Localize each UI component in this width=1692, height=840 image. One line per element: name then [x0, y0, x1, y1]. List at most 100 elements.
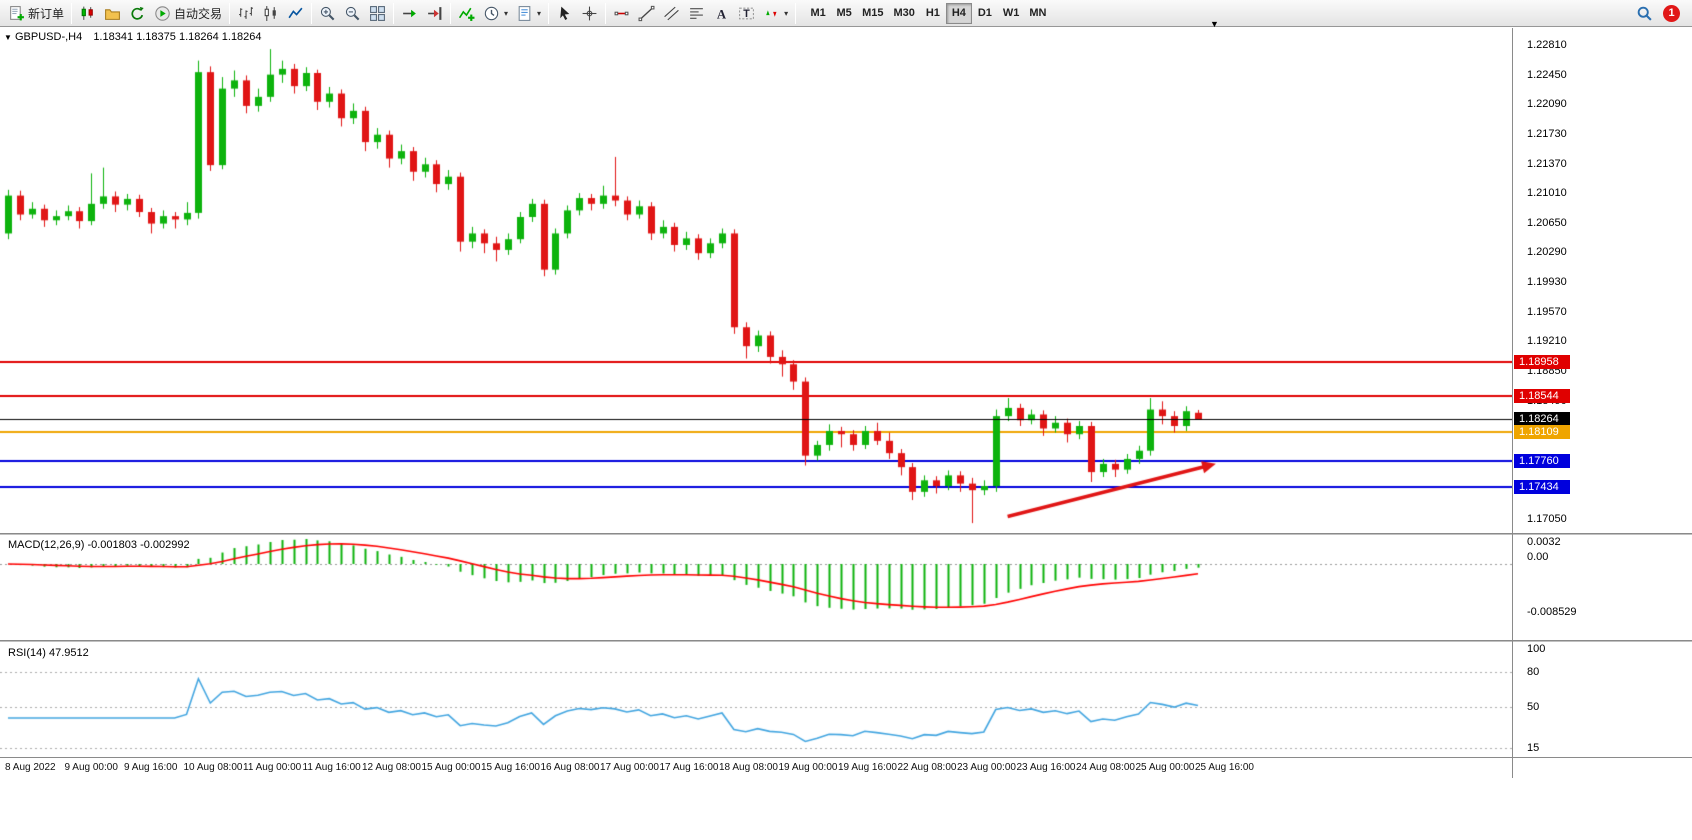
time-label: 15 Aug 00:00 — [421, 762, 481, 773]
time-label: 23 Aug 00:00 — [957, 762, 1016, 773]
new-order-icon — [8, 5, 25, 22]
macd-label: MACD(12,26,9) -0.001803 -0.002992 — [8, 539, 190, 551]
horizontal-line-button[interactable] — [609, 2, 634, 25]
cursor-icon — [556, 5, 573, 22]
time-axis-separator — [0, 757, 1692, 758]
time-label: 11 Aug 16:00 — [302, 762, 361, 773]
price-tick: 1.22450 — [1527, 69, 1567, 81]
crosshair-button[interactable] — [577, 2, 602, 25]
price-tick: 1.19210 — [1527, 335, 1567, 347]
pane-separator-macd[interactable] — [0, 533, 1692, 535]
timeframe-m30-button[interactable]: M30 — [888, 3, 919, 24]
time-label: 19 Aug 16:00 — [838, 762, 897, 773]
charts-icon — [79, 5, 96, 22]
refresh-button[interactable] — [125, 2, 150, 25]
svg-text:T: T — [743, 8, 750, 20]
text-button[interactable]: A — [709, 2, 734, 25]
price-tick: 1.19570 — [1527, 306, 1567, 318]
shift-icon — [426, 5, 443, 22]
price-tick: 1.20290 — [1527, 246, 1567, 258]
channel-button[interactable] — [659, 2, 684, 25]
time-label: 17 Aug 16:00 — [659, 762, 719, 773]
indicators-button[interactable] — [454, 2, 479, 25]
time-label: 23 Aug 16:00 — [1016, 762, 1076, 773]
price-axis-separator — [1512, 28, 1513, 778]
one-click-trading-arrow[interactable]: ▼ — [4, 33, 12, 42]
cursor-button[interactable] — [552, 2, 577, 25]
price-chart-canvas[interactable] — [0, 28, 1512, 533]
chart-shift-button[interactable] — [422, 2, 447, 25]
new-order-button[interactable]: 新订单 — [4, 2, 68, 25]
rsi-tick: 80 — [1527, 666, 1540, 678]
time-label: 12 Aug 08:00 — [362, 762, 421, 773]
search-button[interactable] — [1632, 2, 1657, 25]
timeframe-d1-button[interactable]: D1 — [972, 3, 998, 24]
chart-shift-marker[interactable]: ▼ — [1210, 19, 1219, 29]
time-label: 16 Aug 08:00 — [540, 762, 600, 773]
fibonacci-button[interactable] — [684, 2, 709, 25]
timeframe-mn-button[interactable]: MN — [1024, 3, 1051, 24]
time-axis[interactable]: 8 Aug 2022 9 Aug 00:00 9 Aug 16:00 10 Aug 0… — [0, 758, 1692, 778]
label-icon: T — [738, 5, 755, 22]
channel-icon — [663, 5, 680, 22]
periods-button[interactable]: ▾ — [479, 2, 512, 25]
toolbar-separator — [795, 2, 797, 24]
line-chart-button[interactable] — [283, 2, 308, 25]
time-label: 9 Aug 00:00 — [64, 762, 118, 773]
price-tick: 1.17050 — [1527, 513, 1567, 525]
pane-separator-rsi[interactable] — [0, 640, 1692, 642]
timeframe-m5-button[interactable]: M5 — [831, 3, 857, 24]
time-label: 17 Aug 00:00 — [600, 762, 659, 773]
timeframe-h1-button[interactable]: H1 — [920, 3, 946, 24]
rsi-tick: 50 — [1527, 701, 1540, 713]
search-icon — [1636, 5, 1653, 22]
timeframe-m1-button[interactable]: M1 — [805, 3, 831, 24]
timeframe-m15-button[interactable]: M15 — [857, 3, 888, 24]
time-label: 22 Aug 08:00 — [897, 762, 957, 773]
toolbar-separator — [450, 2, 452, 24]
timeframe-w1-button[interactable]: W1 — [998, 3, 1025, 24]
toolbar-buttons: 新订单 自动交易 ▾ ▾ A T ▾ — [4, 2, 799, 25]
candle-chart-button[interactable] — [258, 2, 283, 25]
time-label: 25 Aug 00:00 — [1135, 762, 1195, 773]
timeframe-h4-button[interactable]: H4 — [945, 2, 972, 24]
clock-icon — [483, 5, 500, 22]
crosshair-icon — [581, 5, 598, 22]
symbol-period-label: GBPUSD-,H4 — [15, 31, 83, 43]
zoom-in-button[interactable] — [315, 2, 340, 25]
zoom-out-button[interactable] — [340, 2, 365, 25]
price-axis[interactable]: 1.22810 1.22450 1.22090 1.21730 1.21370 1.210… — [1513, 28, 1692, 757]
indicators-icon — [458, 5, 475, 22]
price-tick: 1.22090 — [1527, 98, 1567, 110]
notification-badge[interactable]: 1 — [1663, 4, 1680, 22]
svg-text:A: A — [717, 7, 727, 21]
templates-button[interactable]: ▾ — [512, 2, 545, 25]
tile-windows-button[interactable] — [365, 2, 390, 25]
bar-chart-button[interactable] — [233, 2, 258, 25]
arrows-icon — [763, 5, 780, 22]
candles-icon — [262, 5, 279, 22]
linechart-icon — [287, 5, 304, 22]
arrows-button[interactable]: ▾ — [759, 2, 792, 25]
macd-min-label: -0.008529 — [1527, 605, 1577, 618]
autotrading-icon — [154, 5, 171, 22]
price-level-badge: 1.18958 — [1514, 355, 1570, 369]
profiles-button[interactable] — [100, 2, 125, 25]
auto-scroll-button[interactable] — [397, 2, 422, 25]
autoscroll-icon — [401, 5, 418, 22]
time-label: 11 Aug 00:00 — [243, 762, 302, 773]
toolbar-separator — [548, 2, 550, 24]
timeframe-toolbar: M1 M5 M15 M30 H1 H4 D1 W1 MN — [805, 2, 1051, 24]
rsi-chart-canvas[interactable] — [0, 642, 1512, 757]
macd-chart-canvas[interactable] — [0, 535, 1512, 640]
autotrading-button-label: 自动交易 — [174, 6, 223, 21]
trendline-button[interactable] — [634, 2, 659, 25]
hline-icon — [613, 5, 630, 22]
autotrading-button[interactable]: 自动交易 — [150, 2, 226, 25]
chevron-down-icon: ▾ — [784, 8, 789, 18]
fibo-icon — [688, 5, 705, 22]
text-label-button[interactable]: T — [734, 2, 759, 25]
charts-button[interactable] — [75, 2, 100, 25]
time-label: 15 Aug 16:00 — [481, 762, 540, 773]
